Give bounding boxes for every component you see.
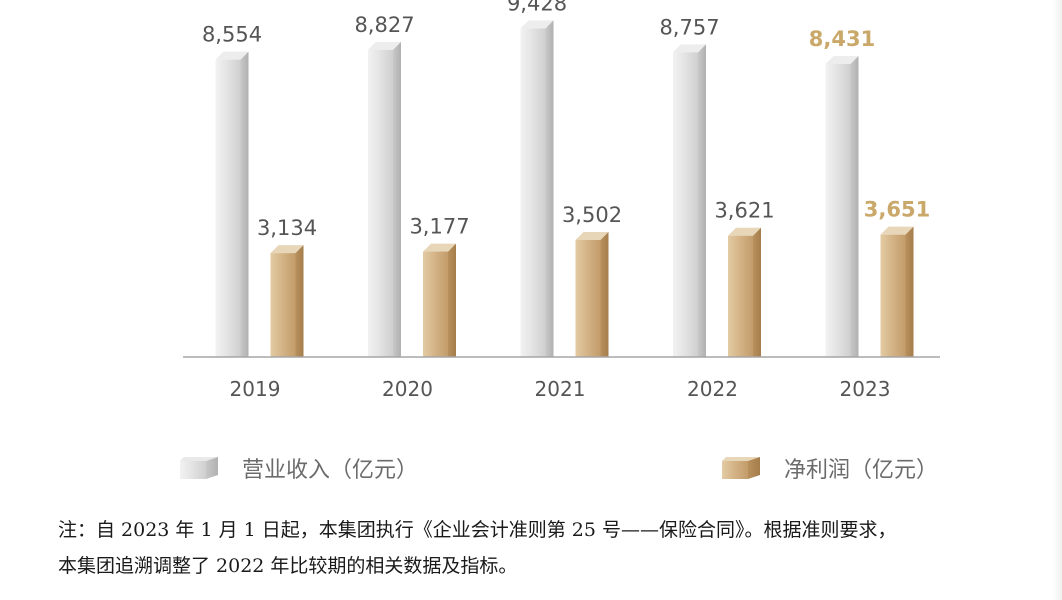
value-label-profit-2020: 3,177 [409, 215, 469, 239]
bar-side-face [850, 56, 859, 357]
bar-top-face [728, 227, 761, 236]
bar-revenue-2022 [673, 44, 706, 358]
x-tick-label-2020: 2020 [382, 377, 433, 401]
value-label-profit-2022: 3,621 [714, 199, 774, 223]
bar-front-face [368, 49, 393, 357]
legend-swatch-revenue [180, 457, 218, 479]
value-label-profit-2019: 3,134 [257, 216, 317, 240]
footnote: 注：自 2023 年 1 月 1 日起，本集团执行《企业会计准则第 25 号——… [58, 512, 1048, 584]
legend-label-revenue: 营业收入（亿元） [242, 458, 419, 483]
bar-top-face [825, 56, 859, 65]
value-label-revenue-2019: 8,554 [202, 23, 262, 47]
bar-profit-2023 [880, 226, 914, 357]
bar-side-face [753, 227, 761, 357]
bar-revenue-2021 [520, 20, 554, 357]
footnote-line-1: 注：自 2023 年 1 月 1 日起，本集团执行《企业会计准则第 25 号——… [58, 519, 897, 541]
bar-side-face [393, 41, 401, 357]
bars-group [215, 20, 914, 358]
bar-chart: 8,554 3,134 8,827 3,177 9,428 3,502 8,757 3,621… [183, 0, 940, 401]
bar-top-face [270, 245, 304, 254]
bar-top-face [423, 243, 456, 252]
value-label-revenue-2022: 8,757 [659, 15, 719, 39]
legend-swatch-profit [722, 457, 760, 479]
legend-label-profit: 净利润（亿元） [784, 458, 939, 483]
value-label-profit-2021: 3,502 [562, 203, 622, 227]
bar-profit-2020 [423, 243, 456, 357]
bar-top-face [215, 51, 249, 60]
value-label-revenue-2020: 8,827 [354, 13, 414, 37]
bar-profit-2021 [575, 231, 609, 357]
legend-item-profit: 净利润（亿元） [722, 448, 938, 488]
bar-front-face [270, 253, 296, 357]
x-tick-label-2019: 2019 [230, 377, 281, 401]
bar-front-face [215, 59, 241, 358]
bar-front-face [880, 234, 906, 357]
x-tick-label-2023: 2023 [840, 377, 891, 401]
page-edge-shadow [1052, 0, 1062, 600]
bar-side-face [600, 231, 609, 357]
bar-revenue-2023 [825, 56, 859, 357]
bar-front-face [673, 52, 698, 358]
value-label-revenue-2023: 8,431 [809, 27, 875, 51]
bar-front-face [423, 251, 448, 357]
bar-side-face [295, 245, 304, 357]
bar-side-face [448, 243, 456, 357]
bar-side-face [698, 44, 706, 358]
bar-profit-2019 [270, 245, 304, 357]
bar-revenue-2020 [368, 41, 401, 357]
bar-front-face [825, 64, 851, 357]
value-label-profit-2023: 3,651 [864, 198, 930, 222]
bar-top-face [575, 231, 609, 240]
bar-top-face [880, 226, 914, 235]
footnote-line-2: 本集团追溯调整了 2022 年比较期的相关数据及指标。 [58, 555, 518, 577]
bar-front-face [575, 239, 601, 357]
bar-profit-2022 [728, 227, 761, 357]
bar-side-face [240, 51, 249, 358]
x-tick-labels-group: 2019 2020 2021 2022 2023 [230, 377, 891, 401]
legend-item-revenue: 营业收入（亿元） [180, 448, 418, 488]
bar-side-face [905, 226, 914, 357]
bar-top-face [673, 44, 706, 53]
x-tick-label-2022: 2022 [687, 377, 738, 401]
value-label-revenue-2021: 9,428 [507, 0, 567, 15]
x-tick-label-2021: 2021 [535, 377, 586, 401]
value-labels-group: 8,554 3,134 8,827 3,177 9,428 3,502 8,757 3,621… [202, 0, 930, 240]
bar-front-face [520, 28, 546, 357]
bar-top-face [368, 41, 401, 50]
bar-front-face [728, 235, 753, 357]
bar-top-face [520, 20, 554, 29]
bar-revenue-2019 [215, 51, 249, 358]
bar-side-face [545, 20, 554, 357]
